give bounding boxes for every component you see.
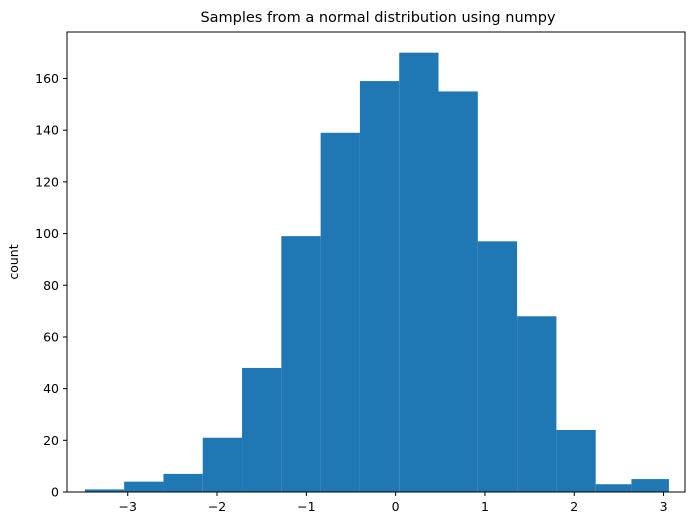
y-tick-label: 80: [43, 278, 59, 293]
y-tick-label: 40: [43, 381, 59, 396]
x-tick-label: 2: [570, 499, 578, 514]
x-tick-label: −2: [208, 499, 226, 514]
chart-title: Samples from a normal distribution using…: [200, 10, 556, 26]
axes-frame: [66, 31, 686, 493]
x-tick-label: 1: [481, 499, 489, 514]
x-axis: −3 −2 −1 0 1 2 3: [119, 492, 668, 514]
histogram-bar: [631, 479, 669, 492]
x-tick-label: 0: [392, 499, 400, 514]
histogram-bar: [595, 484, 632, 492]
histogram-bar: [556, 429, 596, 492]
histogram-bar: [163, 473, 203, 492]
histogram-bar: [84, 489, 125, 492]
y-tick-label: 160: [35, 71, 59, 86]
histogram-bar: [477, 241, 518, 492]
histogram-bar: [320, 132, 360, 493]
histogram-bar: [399, 52, 439, 492]
histogram-bar: [124, 481, 164, 492]
x-tick-label: 3: [660, 499, 668, 514]
histogram-bar: [438, 91, 478, 492]
histogram-bar: [202, 437, 243, 492]
histogram-bar: [517, 316, 557, 492]
bars-group: [84, 52, 669, 493]
histogram-bar: [281, 236, 321, 492]
y-tick-label: 140: [35, 123, 59, 138]
y-tick-label: 60: [43, 329, 59, 344]
y-tick-label: 120: [35, 174, 59, 189]
y-axis: 0 20 40 60 80 100 120 140 160: [35, 71, 67, 500]
y-tick-label: 100: [35, 226, 59, 241]
histogram-bar: [242, 367, 282, 492]
x-tick-label: −1: [297, 499, 315, 514]
y-axis-label: count: [6, 244, 21, 279]
x-tick-label: −3: [119, 499, 137, 514]
y-tick-label: 20: [43, 433, 59, 448]
histogram-bar: [359, 81, 400, 492]
y-tick-label: 0: [51, 485, 59, 500]
